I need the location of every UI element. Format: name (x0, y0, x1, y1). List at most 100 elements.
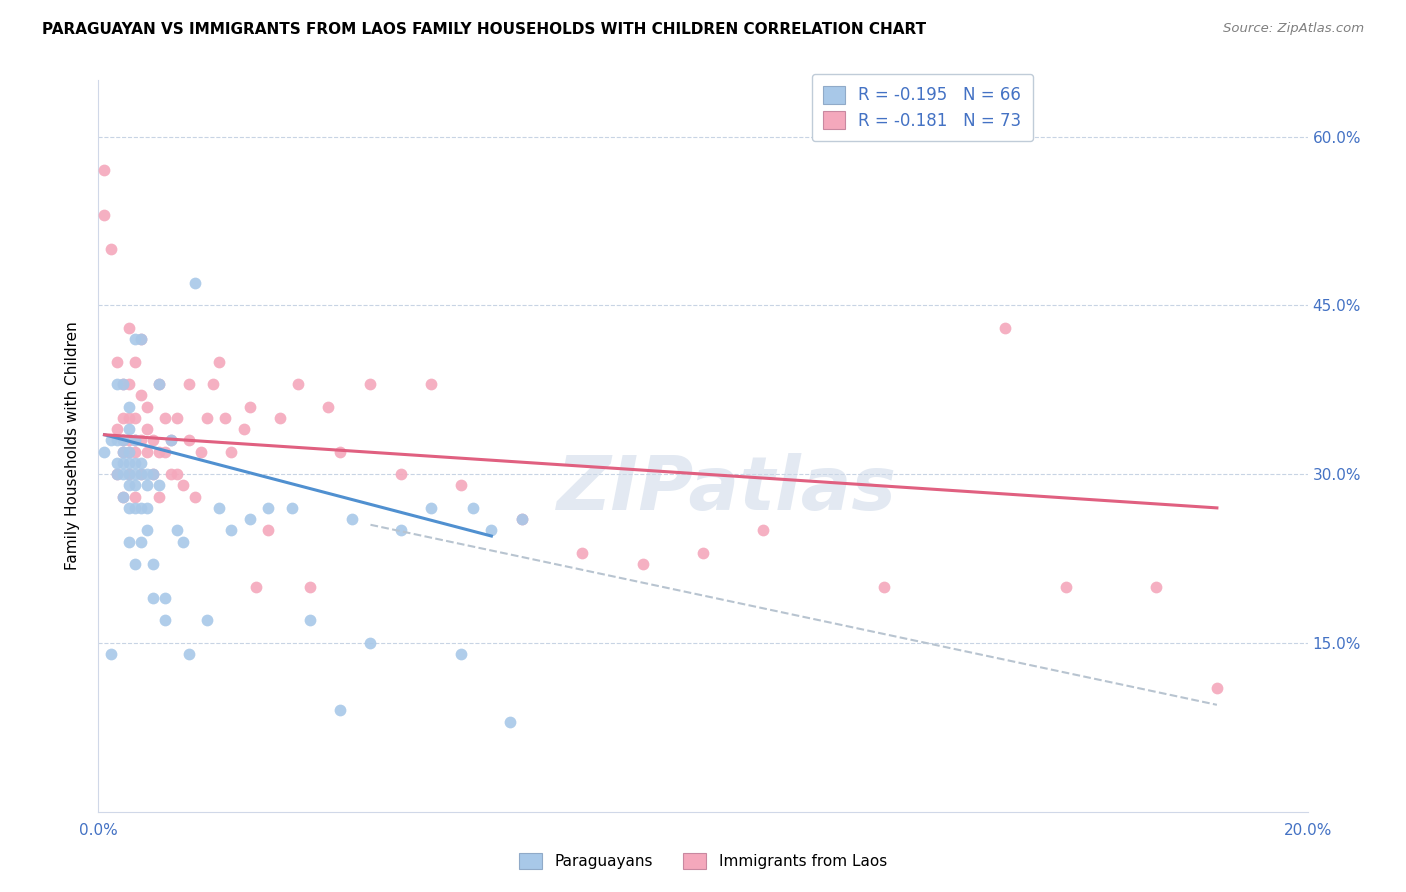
Point (124, 478, 146, 492)
Point (111, 377, 134, 392)
Point (160, 467, 183, 482)
Point (118, 444, 141, 458)
Point (105, 377, 128, 392)
Point (124, 444, 146, 458)
Point (172, 534, 194, 549)
Point (124, 354, 146, 368)
Point (299, 580, 322, 594)
Point (239, 400, 262, 414)
Point (118, 377, 141, 392)
Point (111, 377, 134, 392)
Point (1144, 580, 1167, 594)
Point (148, 377, 170, 392)
Point (135, 500, 157, 515)
Point (239, 512, 262, 526)
Point (208, 500, 231, 515)
Text: Source: ZipAtlas.com: Source: ZipAtlas.com (1223, 22, 1364, 36)
Point (184, 490, 207, 504)
Point (100, 647, 122, 661)
Point (111, 444, 134, 458)
Point (232, 422, 254, 436)
Point (631, 557, 654, 571)
Point (360, 636, 382, 650)
Point (389, 524, 412, 538)
Point (389, 467, 412, 482)
Point (124, 456, 146, 470)
Point (153, 614, 176, 628)
Point (420, 500, 443, 515)
Point (148, 478, 170, 492)
Point (111, 434, 134, 448)
Legend: R = -0.195   N = 66, R = -0.181   N = 73: R = -0.195 N = 66, R = -0.181 N = 73 (811, 74, 1033, 141)
Point (142, 467, 165, 482)
Point (124, 434, 146, 448)
Point (160, 434, 183, 448)
Point (172, 478, 194, 492)
Point (111, 490, 134, 504)
Point (256, 500, 278, 515)
Point (105, 434, 128, 448)
Point (153, 591, 176, 605)
Point (1206, 681, 1229, 695)
Point (111, 456, 134, 470)
Point (360, 377, 382, 392)
Point (142, 557, 165, 571)
Point (160, 434, 183, 448)
Point (299, 614, 322, 628)
Point (179, 647, 201, 661)
Point (105, 467, 128, 482)
Point (111, 444, 134, 458)
Point (118, 500, 141, 515)
Point (208, 354, 231, 368)
Point (118, 456, 141, 470)
Point (135, 467, 157, 482)
Point (994, 321, 1017, 335)
Point (124, 557, 146, 571)
Point (135, 400, 157, 414)
Point (420, 377, 443, 392)
Point (93, 444, 115, 458)
Point (316, 400, 339, 414)
Point (221, 524, 243, 538)
Point (124, 467, 146, 482)
Text: PARAGUAYAN VS IMMIGRANTS FROM LAOS FAMILY HOUSEHOLDS WITH CHILDREN CORRELATION C: PARAGUAYAN VS IMMIGRANTS FROM LAOS FAMIL… (42, 22, 927, 37)
Point (329, 703, 352, 717)
Point (129, 332, 152, 346)
Point (129, 467, 152, 482)
Point (329, 444, 352, 458)
Point (135, 422, 157, 436)
Point (118, 467, 141, 482)
Point (463, 500, 485, 515)
Point (124, 410, 146, 425)
Point (118, 478, 141, 492)
Point (269, 410, 291, 425)
Point (342, 512, 364, 526)
Point (124, 500, 146, 515)
Point (510, 512, 533, 526)
Point (93, 163, 115, 178)
Legend: Paraguayans, Immigrants from Laos: Paraguayans, Immigrants from Laos (513, 847, 893, 875)
Point (135, 478, 157, 492)
Point (129, 500, 152, 515)
Point (124, 490, 146, 504)
Point (190, 444, 212, 458)
Point (148, 490, 170, 504)
Text: ZIPatlas: ZIPatlas (557, 453, 897, 526)
Point (129, 434, 152, 448)
Point (153, 410, 176, 425)
Point (166, 524, 188, 538)
Point (142, 434, 165, 448)
Point (166, 410, 188, 425)
Point (221, 444, 243, 458)
Point (129, 534, 152, 549)
Point (100, 242, 122, 256)
Point (153, 444, 176, 458)
Point (118, 321, 141, 335)
Point (692, 546, 714, 560)
Point (118, 422, 141, 436)
Point (202, 377, 225, 392)
Point (118, 467, 141, 482)
Point (118, 444, 141, 458)
Point (179, 434, 201, 448)
Point (184, 276, 207, 290)
